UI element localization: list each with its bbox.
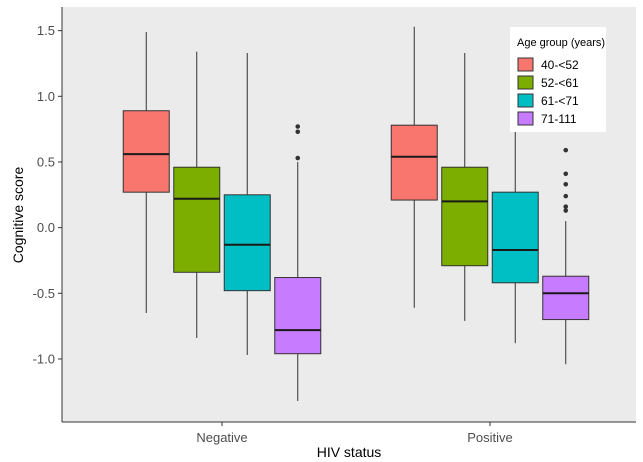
legend-label-3: 61-<71 <box>541 94 579 108</box>
legend-key-3 <box>517 93 534 108</box>
legend-label-1: 40-<52 <box>541 58 579 72</box>
legend-key-4 <box>517 111 534 126</box>
box-positive-series-1 <box>390 26 438 308</box>
box-iqr <box>441 166 489 267</box>
y-axis-title: Cognitive score <box>10 167 26 264</box>
y-tick-label: 1.5 <box>37 23 55 38</box>
box-negative-series-1 <box>122 31 170 313</box>
outlier-point <box>563 208 569 213</box>
legend-label-4: 71-111 <box>541 112 577 126</box>
box-iqr <box>173 166 221 273</box>
box-iqr <box>223 194 271 292</box>
box-iqr <box>542 275 590 321</box>
legend-key-1 <box>517 57 534 72</box>
x-ticks: Negative Positive <box>196 422 513 445</box>
y-ticks: 1.5 1.0 0.5 0.0 -0.5 -1.0 <box>33 23 62 366</box>
outlier-point <box>563 171 569 177</box>
box-positive-series-4 <box>542 147 590 365</box>
box-iqr <box>491 191 539 284</box>
box-negative-series-3 <box>223 52 271 356</box>
outlier-point <box>563 181 569 187</box>
box-negative-series-4 <box>274 124 322 401</box>
y-tick-label: -1.0 <box>33 351 55 366</box>
outlier-point <box>563 193 569 199</box>
box-iqr <box>274 277 322 355</box>
y-tick-label: 0.0 <box>37 220 55 235</box>
box-iqr <box>122 110 170 193</box>
outlier-point <box>295 155 301 161</box>
box-positive-series-3 <box>491 127 539 344</box>
box-positive-series-2 <box>441 52 489 321</box>
outlier-point <box>295 124 301 129</box>
y-tick-label: 1.0 <box>37 89 55 104</box>
legend-title: Age group (years) <box>517 37 605 49</box>
legend: Age group (years) 40-<52 52-<61 61-<71 71-1… <box>510 27 606 132</box>
legend-key-2 <box>517 75 534 90</box>
outlier-point <box>563 147 569 153</box>
x-tick-label-positive: Positive <box>467 430 513 445</box>
boxes-layer <box>122 26 590 401</box>
box-negative-series-2 <box>173 51 221 338</box>
legend-label-2: 52-<61 <box>541 76 579 90</box>
x-axis-title: HIV status <box>317 444 382 460</box>
y-tick-label: 0.5 <box>37 154 55 169</box>
box-iqr <box>390 124 438 201</box>
x-tick-label-negative: Negative <box>196 430 247 445</box>
outlier-point <box>563 204 569 209</box>
y-tick-label: -0.5 <box>33 286 55 301</box>
outlier-point <box>295 129 301 135</box>
